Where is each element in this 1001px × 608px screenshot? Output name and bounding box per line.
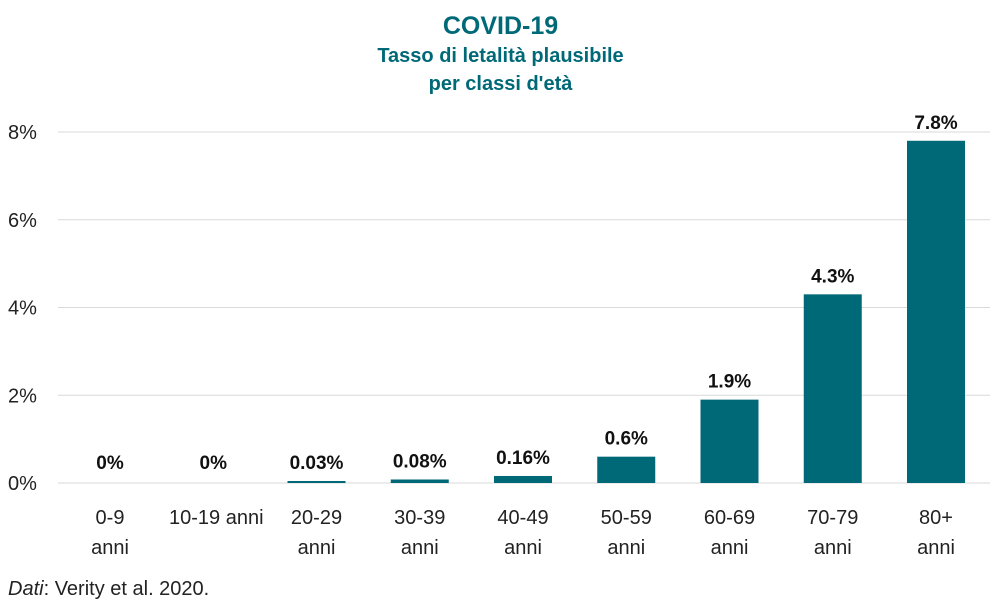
bar bbox=[700, 399, 759, 483]
bar bbox=[494, 475, 552, 483]
x-tick-label: 40-49 bbox=[497, 507, 548, 529]
x-tick-label: 20-29 bbox=[291, 507, 342, 529]
bar bbox=[597, 456, 656, 483]
data-label: 4.3% bbox=[811, 266, 854, 287]
data-source-text: : Verity et al. 2020. bbox=[43, 578, 210, 600]
x-tick-label: anni bbox=[401, 537, 439, 559]
y-tick-label: 0% bbox=[8, 473, 37, 495]
bar bbox=[390, 479, 449, 483]
bar bbox=[287, 481, 346, 483]
chart-title-block: COVID-19 Tasso di letalità plausibile pe… bbox=[0, 10, 1001, 98]
x-tick-label: 80+ bbox=[919, 507, 953, 529]
y-tick-label: 4% bbox=[8, 298, 37, 320]
x-tick-label: anni bbox=[814, 537, 852, 559]
y-tick-label: 2% bbox=[8, 385, 37, 407]
bar bbox=[907, 140, 965, 483]
x-tick-label: anni bbox=[504, 537, 542, 559]
data-label: 0% bbox=[96, 453, 124, 474]
data-label: 0.16% bbox=[496, 448, 550, 469]
x-tick-label: 0-9 bbox=[96, 507, 125, 529]
data-label: 1.9% bbox=[708, 372, 751, 393]
data-label: 0.08% bbox=[393, 451, 447, 472]
y-tick-label: 8% bbox=[8, 122, 37, 144]
data-source-note: Dati: Verity et al. 2020. bbox=[8, 578, 209, 601]
x-tick-label: 60-69 bbox=[704, 507, 755, 529]
x-tick-label: anni bbox=[711, 537, 749, 559]
data-label: 0.03% bbox=[290, 453, 344, 474]
x-tick-label: 10-19 anni bbox=[169, 507, 264, 529]
chart-subtitle-line-2: per classi d'età bbox=[428, 73, 573, 95]
x-tick-label: 70-79 bbox=[807, 507, 858, 529]
data-source-label: Dati bbox=[8, 578, 44, 600]
data-label: 7.8% bbox=[914, 113, 957, 134]
x-tick-label: anni bbox=[298, 537, 336, 559]
x-tick-label: anni bbox=[91, 537, 129, 559]
x-tick-label: 50-59 bbox=[601, 507, 652, 529]
chart-subtitle-line-1: Tasso di letalità plausibile bbox=[377, 45, 624, 67]
y-tick-label: 6% bbox=[8, 210, 37, 232]
data-label: 0.6% bbox=[605, 429, 648, 450]
x-tick-label: anni bbox=[607, 537, 645, 559]
x-tick-label: 30-39 bbox=[394, 507, 445, 529]
chart-title: COVID-19 bbox=[442, 12, 559, 40]
data-label: 0% bbox=[200, 453, 228, 474]
x-tick-label: anni bbox=[917, 537, 955, 559]
bar bbox=[803, 294, 862, 483]
